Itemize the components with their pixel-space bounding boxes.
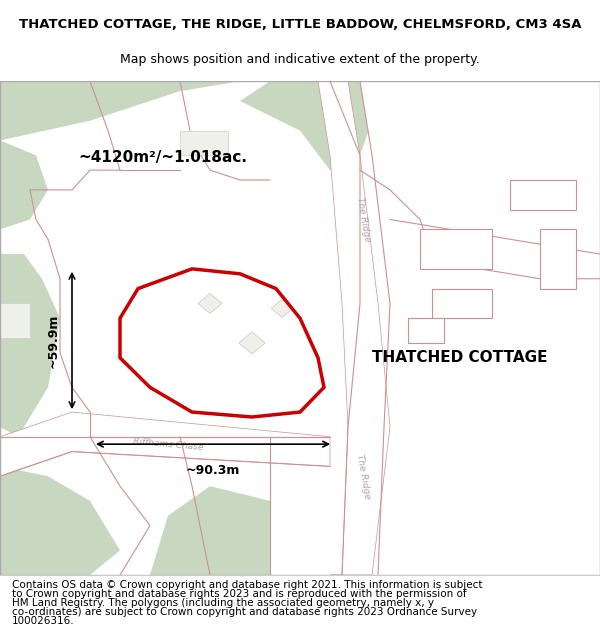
Polygon shape — [198, 294, 222, 313]
Polygon shape — [239, 332, 265, 354]
Text: 100026316.: 100026316. — [12, 616, 74, 625]
Polygon shape — [60, 170, 360, 427]
Text: ~4120m²/~1.018ac.: ~4120m²/~1.018ac. — [78, 150, 247, 165]
Text: Riffhams Chase: Riffhams Chase — [133, 437, 203, 452]
Polygon shape — [0, 466, 120, 575]
Text: Contains OS data © Crown copyright and database right 2021. This information is : Contains OS data © Crown copyright and d… — [12, 580, 482, 590]
Text: co-ordinates) are subject to Crown copyright and database rights 2023 Ordnance S: co-ordinates) are subject to Crown copyr… — [12, 607, 477, 617]
Polygon shape — [0, 81, 240, 141]
Text: ~90.3m: ~90.3m — [186, 464, 240, 477]
Polygon shape — [408, 318, 444, 343]
Polygon shape — [150, 486, 270, 575]
Polygon shape — [432, 289, 492, 318]
Polygon shape — [0, 254, 60, 437]
Polygon shape — [0, 303, 30, 338]
Text: Map shows position and indicative extent of the property.: Map shows position and indicative extent… — [120, 52, 480, 66]
Polygon shape — [420, 229, 492, 269]
Polygon shape — [0, 412, 330, 476]
Polygon shape — [240, 81, 372, 170]
Polygon shape — [360, 81, 600, 303]
Text: THATCHED COTTAGE: THATCHED COTTAGE — [372, 350, 548, 365]
Text: THATCHED COTTAGE, THE RIDGE, LITTLE BADDOW, CHELMSFORD, CM3 4SA: THATCHED COTTAGE, THE RIDGE, LITTLE BADD… — [19, 18, 581, 31]
Text: The Ridge: The Ridge — [355, 453, 371, 499]
Text: to Crown copyright and database rights 2023 and is reproduced with the permissio: to Crown copyright and database rights 2… — [12, 589, 467, 599]
Text: The Ridge: The Ridge — [355, 196, 371, 242]
Polygon shape — [271, 299, 293, 318]
Polygon shape — [0, 81, 48, 427]
Polygon shape — [510, 180, 576, 209]
Polygon shape — [540, 229, 576, 289]
Text: ~59.9m: ~59.9m — [47, 313, 60, 368]
Text: HM Land Registry. The polygons (including the associated geometry, namely x, y: HM Land Registry. The polygons (includin… — [12, 598, 434, 608]
Polygon shape — [318, 81, 390, 575]
Polygon shape — [180, 131, 228, 155]
